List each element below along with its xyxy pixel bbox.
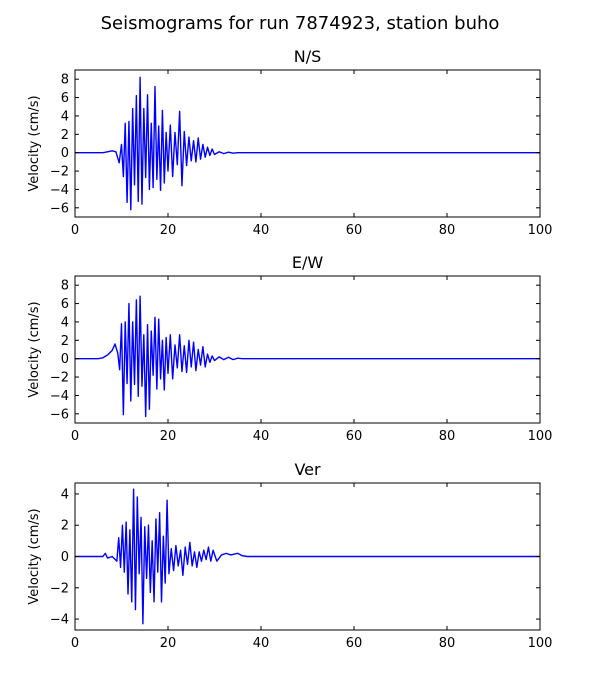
x-tick-label: 20 xyxy=(160,223,177,238)
x-tick-label: 60 xyxy=(346,429,363,444)
x-tick-label: 100 xyxy=(528,429,553,444)
y-tick-label: −4 xyxy=(50,613,69,628)
axes-frame xyxy=(74,69,541,218)
y-tick-label: 2 xyxy=(61,519,69,534)
x-tick-label: 80 xyxy=(439,429,456,444)
x-tick-label: 40 xyxy=(253,636,270,651)
series-line xyxy=(75,295,540,418)
subplot-2: Ver 0 20 40 60 80 100 −4 −2 0 2 4 Velocity (cm/s) xyxy=(27,460,552,651)
x-tick-label: 20 xyxy=(160,636,177,651)
x-tick-label: 40 xyxy=(253,429,270,444)
x-tick-label: 0 xyxy=(71,429,79,444)
x-tick-label: 100 xyxy=(528,636,553,651)
y-axis-label: Velocity (cm/s) xyxy=(27,301,42,397)
x-tick-label: 60 xyxy=(346,636,363,651)
x-tick-label: 40 xyxy=(253,223,270,238)
y-tick-label: 8 xyxy=(61,279,69,294)
y-tick-label: 4 xyxy=(61,487,69,502)
y-tick-label: −4 xyxy=(50,183,69,198)
y-tick-label: −6 xyxy=(50,407,69,422)
y-tick-label: 0 xyxy=(61,146,69,161)
axes-frame xyxy=(74,275,541,424)
series-line xyxy=(75,488,540,625)
y-tick-label: 2 xyxy=(61,128,69,143)
y-tick-label: 6 xyxy=(61,91,69,106)
y-tick-label: −2 xyxy=(50,581,69,596)
y-tick-label: −6 xyxy=(50,201,69,216)
x-tick-label: 0 xyxy=(71,223,79,238)
y-tick-label: 0 xyxy=(61,352,69,367)
subplot-1: E/W 0 20 40 60 80 100 −6 −4 −2 0 2 4 6 8 Velocity (cm/s… xyxy=(27,253,552,444)
y-tick-label: 4 xyxy=(61,109,69,124)
y-tick-label: 2 xyxy=(61,334,69,349)
y-tick-label: −4 xyxy=(50,389,69,404)
subplot-title: Ver xyxy=(294,460,321,479)
figure-title: Seismograms for run 7874923, station buh… xyxy=(101,13,500,34)
x-tick-label: 80 xyxy=(439,223,456,238)
y-axis-label: Velocity (cm/s) xyxy=(27,508,42,604)
y-tick-label: 8 xyxy=(61,73,69,88)
y-axis-label: Velocity (cm/s) xyxy=(27,95,42,191)
series-line xyxy=(75,76,540,211)
x-tick-label: 60 xyxy=(346,223,363,238)
x-tick-label: 0 xyxy=(71,636,79,651)
y-tick-label: −2 xyxy=(50,371,69,386)
x-tick-label: 20 xyxy=(160,429,177,444)
y-tick-label: 0 xyxy=(61,550,69,565)
x-tick-label: 100 xyxy=(528,223,553,238)
y-tick-label: 6 xyxy=(61,297,69,312)
subplot-title: N/S xyxy=(294,47,322,66)
subplot-0: N/S 0 20 40 60 80 100 −6 −4 −2 0 2 4 6 8 Velocity (cm/s… xyxy=(27,47,552,238)
subplot-title: E/W xyxy=(292,253,324,272)
x-tick-label: 80 xyxy=(439,636,456,651)
y-tick-label: −2 xyxy=(50,165,69,180)
y-tick-label: 4 xyxy=(61,315,69,330)
